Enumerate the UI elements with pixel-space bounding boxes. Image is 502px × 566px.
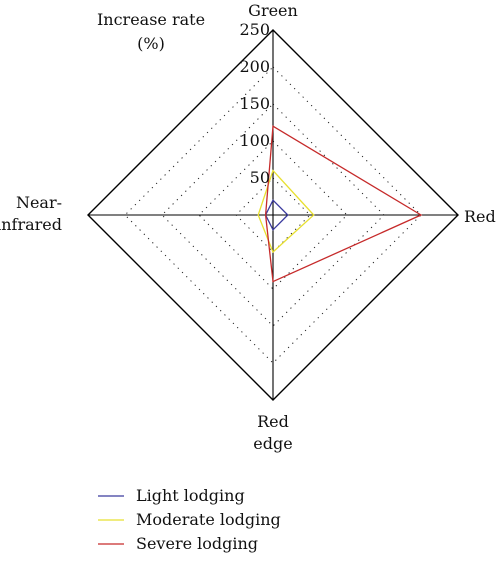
axis-label-red_edge-line-1: Red: [257, 412, 289, 431]
grid-ring-100: [198, 140, 348, 290]
axis-label-red_edge-line-2: edge: [253, 434, 292, 453]
radar-grid: [87, 29, 459, 401]
tick-label-200: 200: [239, 57, 270, 76]
series-severe-lodging: [264, 125, 423, 283]
axis-label-red: Red: [464, 207, 496, 226]
axis-title-line-2: (%): [137, 34, 165, 53]
tick-label-250: 250: [239, 20, 270, 39]
axis-label-green: Green: [248, 1, 298, 20]
series-moderate-lodging: [257, 169, 315, 254]
series-light-lodging: [264, 199, 289, 231]
tick-label-100: 100: [239, 131, 270, 150]
legend-label-moderate-lodging: Moderate lodging: [136, 510, 281, 529]
tick-label-50: 50: [250, 168, 270, 187]
axis-label-near_infrared-line-2: infrared: [0, 215, 62, 234]
legend-label-light-lodging: Light lodging: [136, 486, 245, 505]
grid-ring-50: [235, 177, 311, 253]
axis-title-line-1: Increase rate: [97, 10, 205, 29]
radar-labels: 50 100 150 200 250 Increase rate (%) Green Red Re…: [0, 1, 496, 453]
axis-label-near_infrared-line-1: Near-: [16, 193, 62, 212]
tick-label-150: 150: [239, 94, 270, 113]
legend-label-severe-lodging: Severe lodging: [136, 534, 258, 553]
legend: Light lodging Moderate lodging Severe lodg…: [98, 486, 281, 553]
radar-series: [257, 125, 423, 283]
